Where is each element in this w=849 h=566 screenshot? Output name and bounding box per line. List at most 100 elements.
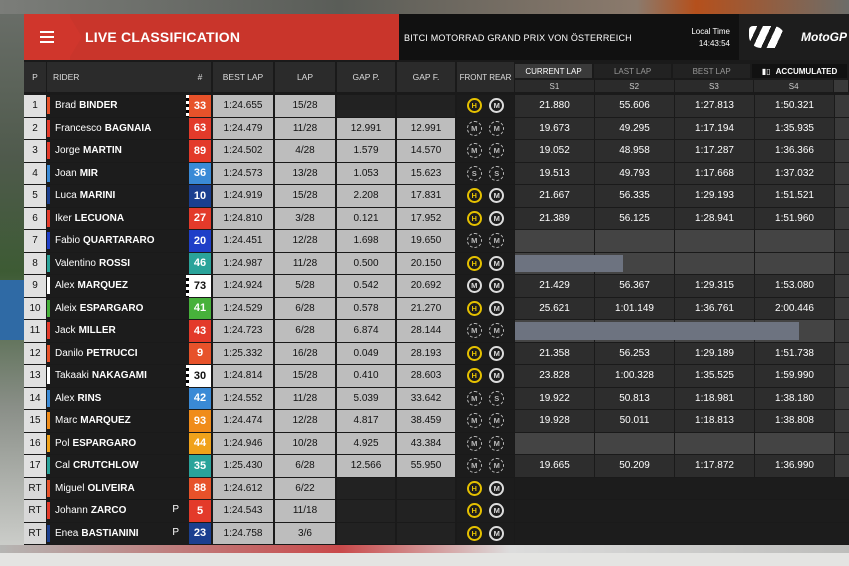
table-row[interactable]: RT Miguel OLIVEIRA 88 1:24.612 6/22 H M [24, 477, 849, 501]
table-row[interactable]: 12 Danilo PETRUCCI 9 1:25.332 16/28 0.049 28.19… [24, 342, 849, 366]
rider-name[interactable]: Cal CRUTCHLOW [47, 455, 189, 477]
table-row[interactable]: 7 Fabio QUARTARARO 20 1:24.451 12/28 1.698 19.6… [24, 230, 849, 253]
table-row[interactable]: 11 Jack MILLER 43 1:24.723 6/28 6.874 28.144 M M [24, 320, 849, 343]
sector-2-time: 49.793 [595, 162, 674, 184]
front-tyre-icon: M [466, 323, 482, 339]
sector-4-time: 1:50.321 [755, 95, 834, 117]
live-classification-panel: LIVE CLASSIFICATION BITCI MOTORRAD GRAND… [24, 14, 849, 545]
table-row[interactable]: 10 Aleix ESPARGARO 41 1:24.529 6/28 0.578 21.27… [24, 297, 849, 321]
tab-last-lap[interactable]: LAST LAP [594, 64, 672, 78]
position: 4 [24, 162, 46, 184]
sector-3-time [675, 252, 754, 274]
rider-name[interactable]: Takaaki NAKAGAMI [47, 365, 189, 387]
sector-3-time: 1:17.194 [675, 117, 754, 139]
sector-3-time: 1:29.189 [675, 342, 754, 364]
rear-tyre-icon: M [489, 480, 505, 496]
table-row[interactable]: 13 Takaaki NAKAGAMI 30 1:24.814 15/28 0.410 28.… [24, 365, 849, 388]
tab-accumulated[interactable]: ▮▯ ACCUMULATED [752, 64, 847, 78]
sector-5-time [835, 297, 849, 319]
sector-2-time: 55.606 [595, 95, 674, 117]
col-header-lap[interactable]: LAP [275, 62, 335, 92]
col-header-num[interactable]: # [189, 62, 211, 92]
table-row[interactable]: 3 Jorge MARTIN 89 1:24.502 4/28 1.579 14.570 M M 1… [24, 140, 849, 163]
rider-name[interactable]: Iker LECUONA [47, 207, 189, 229]
rider-name[interactable]: Aleix ESPARGARO [47, 297, 189, 319]
motogp-logo: MotoGP [739, 14, 849, 60]
table-row[interactable]: RT Enea BASTIANINI P 23 1:24.758 3/6 H M [24, 522, 849, 546]
rider-name[interactable]: Danilo PETRUCCI [47, 342, 189, 364]
rear-tyre-icon: S [489, 390, 505, 406]
rider-name[interactable]: Valentino ROSSI [47, 252, 189, 274]
rider-last-name: BINDER [79, 100, 118, 112]
table-row[interactable]: 5 Luca MARINI 10 1:24.919 15/28 2.208 17.831 H M 2… [24, 185, 849, 208]
team-color-bar [47, 434, 50, 452]
table-row[interactable]: 15 Marc MARQUEZ 93 1:24.474 12/28 4.817 38.459 M… [24, 410, 849, 433]
sector-5-time [835, 320, 849, 342]
sector-2-time: 56.367 [595, 275, 674, 297]
sector-4-time: 2:00.446 [755, 297, 834, 319]
table-row[interactable]: 1 Brad BINDER 33 1:24.655 15/28 H M 21.880 55.606… [24, 95, 849, 118]
sector-2-time: 56.125 [595, 207, 674, 229]
gap-previous: 12.566 [337, 455, 395, 477]
gap-previous [337, 95, 395, 117]
rider-name[interactable]: Marc MARQUEZ [47, 410, 189, 432]
lap-count: 15/28 [275, 185, 335, 207]
sector-5-time [835, 230, 849, 252]
rider-name[interactable]: Fabio QUARTARARO [47, 230, 189, 252]
front-tyre-icon: M [466, 120, 482, 136]
table-row[interactable]: 6 Iker LECUONA 27 1:24.810 3/28 0.121 17.952 H M 2… [24, 207, 849, 231]
rider-number: 63 [189, 117, 211, 139]
best-lap-time: 1:25.332 [213, 342, 273, 364]
table-row[interactable]: 14 Alex RINS 42 1:24.552 11/28 5.039 33.642 M S 19… [24, 387, 849, 411]
gap-previous: 4.817 [337, 410, 395, 432]
front-tyre-icon: M [466, 390, 482, 406]
rear-tyre-icon: M [489, 435, 505, 451]
col-header-best-lap[interactable]: BEST LAP [213, 62, 273, 92]
rider-name[interactable]: Jack MILLER [47, 320, 189, 342]
sector-1-time: 21.880 [515, 95, 594, 117]
table-row[interactable]: 2 Francesco BAGNAIA 63 1:24.479 11/28 12.991 12… [24, 117, 849, 141]
rider-name[interactable]: Miguel OLIVEIRA [47, 477, 189, 499]
rider-name[interactable]: Joan MIR [47, 162, 189, 184]
sector-3-time: 1:17.287 [675, 140, 754, 162]
rider-name[interactable]: Brad BINDER [47, 95, 189, 117]
sector-2-time: 50.209 [595, 455, 674, 477]
rear-tyre-icon: M [489, 188, 505, 204]
team-color-bar [47, 524, 50, 542]
tab-current-lap[interactable]: CURRENT LAP [515, 64, 593, 78]
tab-best-lap[interactable]: BEST LAP [673, 64, 751, 78]
menu-icon[interactable] [24, 14, 70, 60]
rider-name[interactable]: Pol ESPARGARO [47, 432, 189, 454]
col-header-pos[interactable]: P [24, 62, 46, 92]
table-row[interactable]: 16 Pol ESPARGARO 44 1:24.946 10/28 4.925 43.384… [24, 432, 849, 456]
table-row[interactable]: 8 Valentino ROSSI 46 1:24.987 11/28 0.500 20.15… [24, 252, 849, 276]
sector-3-time: 1:17.668 [675, 162, 754, 184]
rider-first-name: Joan [55, 167, 77, 179]
rider-name[interactable]: Johann ZARCO P [47, 500, 189, 522]
col-header-gap-f[interactable]: GAP F. [397, 62, 455, 92]
col-header-gap-p[interactable]: GAP P. [337, 62, 395, 92]
table-row[interactable]: RT Johann ZARCO P 5 1:24.543 11/18 H M [24, 500, 849, 523]
best-lap-time: 1:24.529 [213, 297, 273, 319]
table-row[interactable]: 17 Cal CRUTCHLOW 35 1:25.430 6/28 12.566 55.950… [24, 455, 849, 478]
rider-name[interactable]: Alex MARQUEZ [47, 275, 189, 297]
col-header-rider[interactable]: RIDER [47, 62, 189, 92]
gap-first: 55.950 [397, 455, 455, 477]
rider-name[interactable]: Alex RINS [47, 387, 189, 409]
front-tyre-icon: H [466, 525, 482, 541]
sector-3-time [675, 230, 754, 252]
table-row[interactable]: 4 Joan MIR 36 1:24.573 13/28 1.053 15.623 S S 19.5… [24, 162, 849, 186]
sector-1-time: 19.928 [515, 410, 594, 432]
rider-name[interactable]: Luca MARINI [47, 185, 189, 207]
gap-first: 43.384 [397, 432, 455, 454]
rider-name[interactable]: Jorge MARTIN [47, 140, 189, 162]
rider-name[interactable]: Francesco BAGNAIA [47, 117, 189, 139]
team-color-bar [47, 187, 50, 204]
rider-name[interactable]: Enea BASTIANINI P [47, 522, 189, 544]
position: 6 [24, 207, 46, 229]
table-row[interactable]: 9 Alex MARQUEZ 73 1:24.924 5/28 0.542 20.692 M M 2… [24, 275, 849, 298]
